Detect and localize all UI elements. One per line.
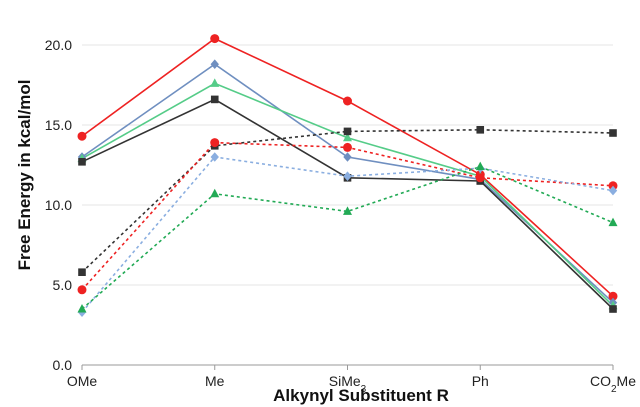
series-line-1 [81,37,614,297]
data-point [609,129,617,137]
data-point [475,161,485,171]
data-point [343,96,352,106]
data-point [475,173,485,183]
y-tick-label: 20.0 [45,37,72,53]
data-point [77,285,87,295]
data-point [608,185,618,196]
series-line-6 [81,141,614,291]
series-line-8 [81,165,614,310]
y-tick-labels: 0.0 5.0 10.0 15.0 20.0 [45,37,72,373]
data-point [78,268,86,276]
x-axis-title: Alkynyl Substituent R [273,386,449,405]
y-axis-title: Free Energy in kcal/mol [15,80,34,271]
data-point [343,171,352,181]
data-point [210,138,220,148]
data-point [77,131,87,141]
data-point [210,34,220,44]
data-point [78,158,86,166]
y-tick-label: 0.0 [53,357,73,373]
data-point [608,291,618,301]
x-axis [81,364,614,370]
data-point [609,305,617,313]
data-point [608,217,618,227]
data-point [343,142,352,152]
y-tick-label: 10.0 [45,197,72,213]
data-point [343,127,352,136]
grid-lines [82,44,613,366]
series-line-5 [81,128,614,273]
data-point [77,304,87,313]
data-point [343,152,352,162]
data-point [476,126,485,134]
y-tick-label: 5.0 [53,277,73,293]
data-point [210,95,219,104]
data-point [343,206,352,215]
data-point [210,59,219,69]
x-tick-label: OMe [67,373,98,389]
x-tick-label: Ph [472,373,489,389]
y-tick-label: 15.0 [45,117,72,133]
x-tick-label: CO2Me [590,373,636,395]
series-line-3 [81,82,614,307]
x-tick-label: Me [205,373,225,389]
series-markers [77,34,618,317]
data-point [210,152,219,162]
data-point [210,78,220,87]
data-point [210,188,220,198]
data-point [343,132,352,142]
